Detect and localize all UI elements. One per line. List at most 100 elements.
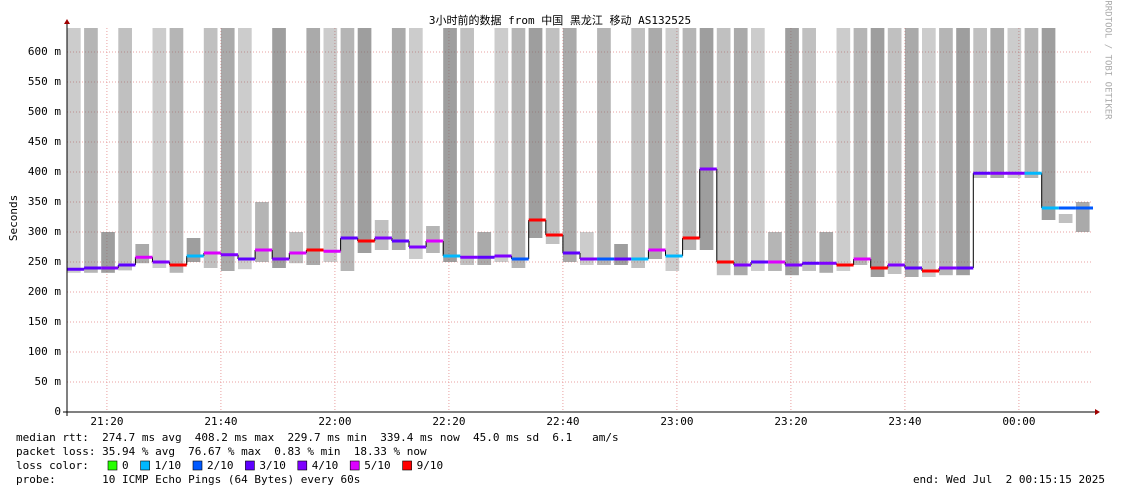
smoke-band — [67, 28, 81, 273]
smoke-band — [528, 28, 543, 238]
smoke-band — [443, 28, 457, 262]
smoke-band — [169, 28, 184, 273]
smoke-band — [118, 28, 132, 271]
legend-label: 1/10 — [155, 459, 182, 472]
smoke-band — [84, 28, 98, 273]
smoke-band — [323, 28, 338, 262]
smoke-band — [631, 28, 645, 268]
smoke-band — [580, 232, 594, 265]
smoke-band — [870, 28, 885, 277]
legend-label: 2/10 — [207, 459, 234, 472]
smoke-band — [1007, 28, 1022, 178]
smoke-band — [836, 28, 851, 271]
smoke-band — [853, 28, 868, 265]
legend-swatch — [297, 460, 308, 471]
y-tick-label: 450 m — [28, 135, 61, 148]
smoke-band — [733, 28, 748, 276]
smoke-band — [255, 202, 269, 262]
smoke-band — [597, 28, 611, 265]
smoke-band — [990, 28, 1005, 178]
watermark: RRDTOOL / TOBI OETIKER — [1103, 0, 1113, 120]
y-tick-label: 100 m — [28, 345, 61, 358]
axis-arrow — [64, 19, 70, 24]
x-tick-label: 21:40 — [204, 415, 237, 428]
stats-line: median rtt: 274.7 ms avg 408.2 ms max 22… — [16, 431, 619, 444]
smoke-band — [802, 28, 816, 271]
smoke-band — [238, 28, 252, 270]
smoke-band — [922, 28, 936, 277]
smoke-band — [1041, 28, 1056, 220]
x-tick-label: 22:00 — [318, 415, 351, 428]
smoke-band — [135, 244, 150, 264]
x-tick-label: 21:20 — [90, 415, 123, 428]
smoke-band — [477, 232, 492, 265]
smoke-band — [819, 232, 834, 273]
legend-label: 5/10 — [364, 459, 391, 472]
x-tick-label: 22:40 — [546, 415, 579, 428]
x-tick-label: 22:20 — [432, 415, 465, 428]
smoke-band — [272, 28, 286, 268]
stats-line: packet loss: 35.94 % avg 76.67 % max 0.8… — [16, 445, 427, 458]
legend-swatch — [245, 460, 255, 471]
smoke-band — [973, 28, 987, 178]
smoke-band — [101, 232, 115, 273]
end-time: end: Wed Jul 2 00:15:15 2025 — [913, 473, 1105, 486]
y-tick-label: 50 m — [35, 375, 62, 388]
legend-label: 0 — [122, 459, 129, 472]
smoke-band — [391, 28, 406, 250]
legend-swatch — [349, 460, 360, 471]
y-axis-label: Seconds — [7, 195, 20, 241]
y-tick-label: 500 m — [28, 105, 61, 118]
legend-swatch — [402, 460, 412, 471]
smoke-band — [306, 28, 321, 265]
chart-title: 3小时前的数据 from 中国 黑龙江 移动 AS132525 — [429, 13, 691, 27]
smoke-band — [511, 28, 526, 268]
smoke-band — [648, 28, 663, 259]
smoke-band — [682, 28, 697, 250]
smoke-band — [340, 28, 355, 271]
smoke-band — [939, 28, 953, 276]
probe-info: probe: 10 ICMP Echo Pings (64 Bytes) eve… — [16, 473, 360, 486]
smoke-band — [494, 28, 509, 262]
smoke-band — [1024, 28, 1039, 178]
y-tick-label: 0 — [54, 405, 61, 418]
x-tick-label: 23:00 — [660, 415, 693, 428]
smoke-band — [220, 28, 235, 271]
legend-swatch — [192, 460, 203, 471]
smoke-band — [357, 28, 372, 253]
legend-label: 4/10 — [312, 459, 339, 472]
y-tick-label: 200 m — [28, 285, 61, 298]
y-tick-label: 150 m — [28, 315, 61, 328]
legend-title: loss color: — [16, 459, 89, 472]
smoke-band — [614, 244, 628, 265]
legend-label: 9/10 — [417, 459, 444, 472]
x-tick-label: 23:20 — [774, 415, 807, 428]
smoke-band — [545, 28, 560, 244]
smoke-band — [785, 28, 799, 276]
y-tick-label: 350 m — [28, 195, 61, 208]
smoke-band — [562, 28, 577, 262]
smoke-band — [699, 28, 714, 250]
y-tick-label: 600 m — [28, 45, 61, 58]
smoke-band — [716, 28, 731, 276]
smoke-band — [768, 232, 782, 271]
smoke-band — [186, 238, 201, 262]
smoke-band — [751, 28, 765, 271]
y-tick-label: 400 m — [28, 165, 61, 178]
legend-swatch — [140, 460, 150, 471]
x-tick-label: 23:40 — [888, 415, 921, 428]
legend-label: 3/10 — [259, 459, 286, 472]
y-tick-label: 300 m — [28, 225, 61, 238]
y-tick-label: 250 m — [28, 255, 61, 268]
smoke-band — [152, 28, 167, 268]
smoke-band — [203, 28, 218, 268]
smoke-band — [289, 232, 303, 264]
axis-arrow — [1095, 409, 1100, 415]
y-tick-label: 550 m — [28, 75, 61, 88]
smoke-band — [1058, 214, 1073, 223]
x-tick-label: 00:00 — [1002, 415, 1035, 428]
legend-swatch — [107, 460, 118, 471]
smoke-band — [887, 28, 902, 274]
smoke-band — [904, 28, 919, 277]
